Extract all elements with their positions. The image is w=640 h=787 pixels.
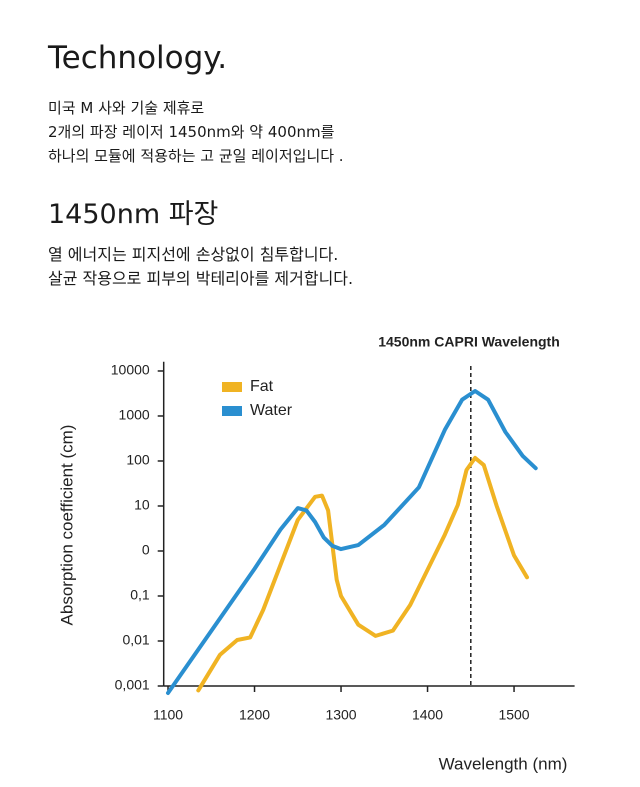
- y-tick-label: 10: [134, 497, 150, 513]
- x-tick-label: 1200: [239, 707, 270, 723]
- text-line: 열 에너지는 피지선에 손상없이 침투합니다.: [48, 245, 339, 264]
- annotation-text: 1450nm CAPRI Wavelength: [378, 334, 560, 350]
- section-text: 열 에너지는 피지선에 손상없이 침투합니다. 살균 작용으로 피부의 박테리아…: [48, 243, 353, 291]
- legend-label: Fat: [250, 378, 274, 395]
- y-tick-label: 10000: [111, 362, 150, 378]
- y-tick-label: 0: [142, 542, 150, 558]
- legend-label: Water: [250, 402, 293, 419]
- page-title: Technology.: [48, 40, 228, 76]
- text-line: 살균 작용으로 피부의 박테리아를 제거합니다.: [48, 269, 354, 288]
- data-line: [196, 455, 529, 693]
- data-line: [166, 389, 538, 695]
- text-line: 2개의 파장 레이저 1450nm와 약 400nm를: [48, 123, 335, 141]
- y-tick-label: 1000: [119, 407, 150, 423]
- y-axis-label: Absorption coefficient (cm): [57, 425, 76, 626]
- x-tick-label: 1300: [325, 707, 356, 723]
- text-line: 미국 M 사와 기술 제휴로: [48, 99, 205, 117]
- legend-swatch: [222, 382, 242, 392]
- y-tick-label: 0,1: [130, 587, 150, 603]
- section-title: 1450nm 파장: [48, 199, 219, 230]
- x-axis-label: Wavelength (nm): [439, 754, 568, 773]
- y-tick-label: 0,01: [122, 632, 149, 648]
- x-tick-label: 1100: [153, 707, 183, 723]
- x-tick-label: 1500: [498, 707, 529, 723]
- y-tick-label: 100: [126, 452, 150, 468]
- text-line: 하나의 모듈에 적용하는 고 균일 레이저입니다 .: [48, 147, 344, 165]
- y-tick-label: 0,001: [115, 677, 150, 693]
- x-tick-label: 1400: [412, 707, 443, 723]
- intro-text: 미국 M 사와 기술 제휴로 2개의 파장 레이저 1450nm와 약 400n…: [48, 96, 344, 168]
- legend-swatch: [222, 406, 242, 416]
